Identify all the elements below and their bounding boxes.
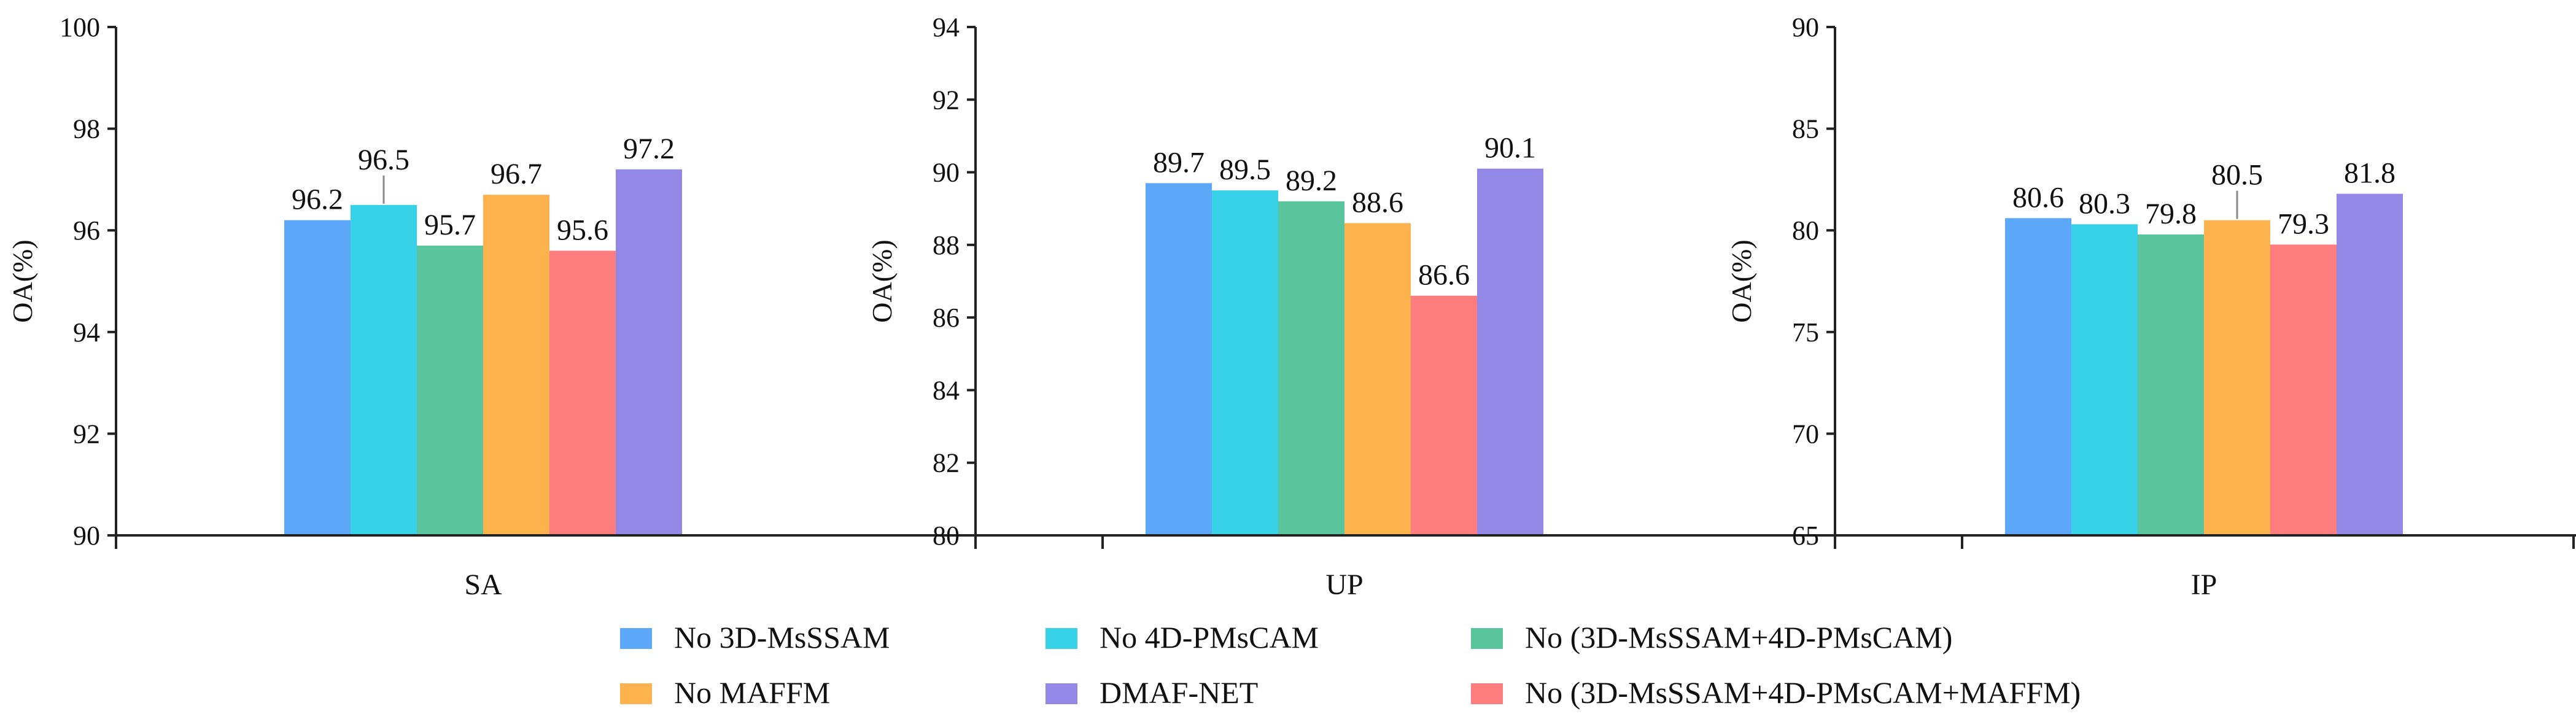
y-tick-label: 92 [933, 85, 960, 115]
bar-sa-no-3d-msssam [284, 220, 351, 535]
bar-sa-no-3d-msssam-4d-pmscam-maffm [549, 250, 616, 535]
legend-label: No 3D-MsSSAM [674, 620, 890, 654]
data-label-sa-no-4d-pmscam: 96.5 [358, 144, 409, 176]
data-label-up-no-3d-msssam-4d-pmscam: 89.2 [1286, 165, 1337, 197]
data-label-up-no-3d-msssam-4d-pmscam-maffm: 86.6 [1418, 259, 1470, 292]
y-axis-title: OA(%) [866, 239, 898, 322]
y-tick-label: 80 [933, 521, 960, 551]
legend-swatch [620, 628, 652, 649]
y-tick-label: 94 [73, 317, 100, 347]
legend-label: No (3D-MsSSAM+4D-PMsCAM+MAFFM) [1525, 675, 2081, 710]
legend-item-dmaf-net: DMAF-NET [1046, 675, 1258, 710]
y-tick-label: 70 [1792, 419, 1819, 449]
y-tick-label: 100 [60, 12, 100, 42]
data-label-ip-no-maffm: 80.5 [2211, 159, 2263, 192]
y-tick-label: 80 [1792, 215, 1819, 246]
bar-ip-dmaf-net [2337, 193, 2403, 536]
data-label-ip-no-3d-msssam-4d-pmscam-maffm: 79.3 [2278, 208, 2329, 240]
data-label-ip-no-3d-msssam: 80.6 [2012, 181, 2064, 214]
bar-sa-no-3d-msssam-4d-pmscam [417, 246, 483, 535]
legend-item-no-3d-msssam: No 3D-MsSSAM [620, 620, 890, 654]
y-tick-label: 94 [933, 12, 960, 42]
legend-item-no-maffm: No MAFFM [620, 675, 830, 710]
bar-ip-no-3d-msssam-4d-pmscam-maffm [2270, 244, 2337, 535]
legend-swatch [1046, 683, 1077, 704]
y-tick-label: 88 [933, 230, 960, 260]
legend-swatch [620, 683, 652, 704]
legend-item-no-3d-msssam-4d-pmscam: No (3D-MsSSAM+4D-PMsCAM) [1471, 620, 1952, 654]
bar-ip-no-3d-msssam [2005, 218, 2071, 535]
x-category-label: UP [1325, 569, 1363, 601]
panel-ip: 80.6 80.3 79.8 80.5 79.3 81.8 65 70 75 80 85 90 OA(%… [1726, 12, 2576, 601]
bar-up-no-3d-msssam-4d-pmscam [1278, 201, 1344, 535]
legend-label: No 4D-PMsCAM [1100, 620, 1319, 654]
legend-item-no-3d-msssam-4d-pmscam-maffm: No (3D-MsSSAM+4D-PMsCAM+MAFFM) [1471, 675, 2081, 710]
legend-label: No MAFFM [674, 675, 830, 710]
legend-swatch [1471, 683, 1503, 704]
bar-sa-no-4d-pmscam [351, 204, 417, 535]
y-tick-label: 85 [1792, 114, 1819, 144]
data-label-ip-dmaf-net: 81.8 [2344, 157, 2396, 190]
y-tick-label: 65 [1792, 521, 1819, 551]
bar-up-no-4d-pmscam [1212, 190, 1278, 536]
legend-label: DMAF-NET [1100, 675, 1258, 710]
data-label-sa-dmaf-net: 97.2 [623, 133, 675, 165]
legend-swatch [1471, 628, 1503, 649]
bar-sa-dmaf-net [616, 169, 682, 536]
y-tick-label: 92 [73, 419, 100, 449]
data-label-up-no-4d-pmscam: 89.5 [1219, 153, 1271, 186]
data-label-up-no-maffm: 88.6 [1352, 186, 1403, 219]
chart-panels: 96.2 96.5 95.7 96.7 95.6 97.2 90 92 94 96 98 100 OA(… [7, 12, 2576, 601]
legend-label: No (3D-MsSSAM+4D-PMsCAM) [1525, 620, 1952, 654]
data-label-up-dmaf-net: 90.1 [1484, 132, 1536, 165]
y-tick-label: 90 [933, 158, 960, 188]
data-label-up-no-3d-msssam: 89.7 [1153, 146, 1205, 179]
bar-ip-no-4d-pmscam [2071, 224, 2138, 535]
y-axis-title: OA(%) [1726, 239, 1757, 322]
legend-item-no-4d-pmscam: No 4D-PMsCAM [1046, 620, 1319, 654]
data-label-sa-no-maffm: 96.7 [491, 158, 542, 190]
bar-up-dmaf-net [1477, 168, 1543, 536]
legend-swatch [1046, 628, 1077, 649]
y-tick-label: 96 [73, 215, 100, 246]
data-label-sa-no-3d-msssam-4d-pmscam-maffm: 95.6 [557, 214, 608, 246]
y-tick-label: 82 [933, 448, 960, 478]
data-label-sa-no-3d-msssam: 96.2 [292, 184, 343, 216]
panel-sa: 96.2 96.5 95.7 96.7 95.6 97.2 90 92 94 96 98 100 OA(… [7, 12, 1104, 601]
y-tick-label: 98 [73, 114, 100, 144]
bar-up-no-3d-msssam-4d-pmscam-maffm [1411, 295, 1477, 535]
bar-up-no-maffm [1344, 223, 1411, 535]
data-label-sa-no-3d-msssam-4d-pmscam: 95.7 [424, 209, 476, 241]
y-tick-label: 75 [1792, 317, 1819, 347]
legend: No 3D-MsSSAM No 4D-PMsCAM No (3D-MsSSAM+4D… [620, 620, 2081, 710]
x-category-label: SA [464, 569, 502, 601]
y-tick-label: 84 [933, 375, 960, 405]
bar-ip-no-maffm [2204, 220, 2270, 535]
y-tick-label: 90 [73, 521, 100, 551]
data-label-ip-no-3d-msssam-4d-pmscam: 79.8 [2145, 198, 2197, 230]
y-axis-title: OA(%) [7, 239, 38, 322]
bar-sa-no-maffm [483, 195, 549, 535]
bar-ip-no-3d-msssam-4d-pmscam [2138, 234, 2204, 535]
panel-up: 89.7 89.5 89.2 88.6 86.6 90.1 80 82 84 86 88 90 92 94… [866, 12, 1963, 601]
y-tick-label: 86 [933, 303, 960, 333]
data-label-ip-no-4d-pmscam: 80.3 [2079, 187, 2130, 220]
x-category-label: IP [2191, 569, 2217, 601]
bar-up-no-3d-msssam [1146, 183, 1212, 535]
y-tick-label: 90 [1792, 12, 1819, 42]
